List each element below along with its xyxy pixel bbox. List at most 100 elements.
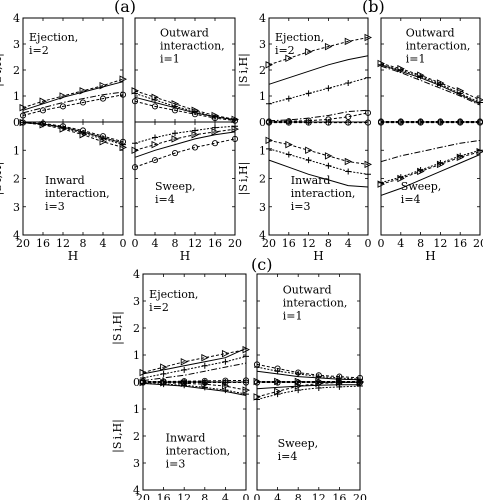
quadrant-title: Outward [283,283,332,296]
x-tick-label: 4 [222,492,229,500]
quadrant-title: Outward [406,27,455,40]
x-tick-label: 20 [262,237,276,250]
data-point [365,171,371,178]
data-point [344,37,353,46]
data-point [437,119,444,126]
series-line [22,122,124,148]
data-point [242,379,250,386]
data-point [151,140,160,149]
data-point [119,91,127,98]
series-line [134,125,236,144]
y-tick-label: 4 [133,268,140,281]
data-point [476,147,483,156]
x-tick-label: 20 [16,237,30,250]
x-tick-label: 4 [274,492,281,500]
series-line [268,148,369,175]
x-tick-label: 4 [397,237,404,250]
quadrant-title: Ejection, [149,288,198,301]
data-point [39,97,48,105]
data-point [344,157,353,166]
series-line [268,109,369,122]
data-point [191,144,199,151]
series-line [134,96,236,121]
y-tick-label: 2 [13,173,20,186]
data-point [345,80,352,86]
y-axis-label: |S i,H| [0,53,5,87]
quadrant-title: Inward [166,431,206,444]
y-axis-label: |S i,H| [237,53,251,87]
x-tick-label: 20 [473,237,483,250]
data-point [324,42,333,51]
data-point [131,164,139,171]
x-tick-label: 20 [136,492,150,500]
data-point [377,119,385,126]
y-axis-label: |S i,H| [111,311,125,345]
data-point [285,119,292,126]
y-tick-label: 3 [259,38,266,51]
quadrant-title: interaction, [45,187,110,200]
data-point [295,387,302,394]
data-point [191,130,200,139]
quadrant-title: Sweep, [401,180,442,193]
data-point [191,111,199,118]
series-line [134,131,236,158]
data-point [139,379,147,386]
x-tick-label: 8 [172,237,179,250]
data-point [222,379,229,386]
data-point [295,379,302,386]
data-point [39,120,47,127]
x-tick-label: 8 [201,492,208,500]
series-line [268,55,369,85]
data-point [132,140,138,147]
subplot-1-0: 0 1 2 3 4 Ejection,i=2 |S i,H| [237,12,373,129]
data-point [274,368,281,375]
data-point [160,363,168,371]
data-point [457,119,464,126]
x-tick-label: 8 [417,237,424,250]
data-point [231,125,240,133]
series-line [256,384,360,390]
quadrant-title: i=2 [149,301,169,314]
data-point [295,370,302,377]
x-tick-label: 12 [188,237,202,250]
data-point [99,133,107,140]
panel-label: (c) [251,255,272,274]
x-tick-label: 12 [312,492,326,500]
y-tick-label: 3 [13,201,20,214]
series-line [22,122,124,143]
data-point [285,140,293,149]
y-tick-label: 4 [259,229,266,242]
y-tick-label: 2 [259,64,266,77]
data-point [285,54,293,63]
series-line [22,81,124,111]
data-point [172,130,178,137]
data-point [160,370,167,377]
y-tick-label: 1 [13,90,20,103]
x-tick-label: 16 [208,237,222,250]
data-point [171,135,180,143]
data-point [152,96,158,103]
data-point [221,349,230,358]
y-tick-label: 0 [133,376,140,389]
series-line [380,65,481,106]
series-line [268,159,369,188]
data-point [181,379,188,386]
data-point [324,152,333,160]
data-point [211,115,219,122]
data-point [39,107,47,114]
x-tick-label: 4 [100,237,107,250]
data-point [99,95,107,102]
data-point [266,145,272,152]
data-point [364,109,372,116]
data-point [265,136,274,145]
data-point [356,379,364,386]
series-line [256,370,361,381]
data-point [192,127,198,134]
data-point [211,128,220,136]
data-point [253,379,261,386]
series-line [22,91,124,114]
